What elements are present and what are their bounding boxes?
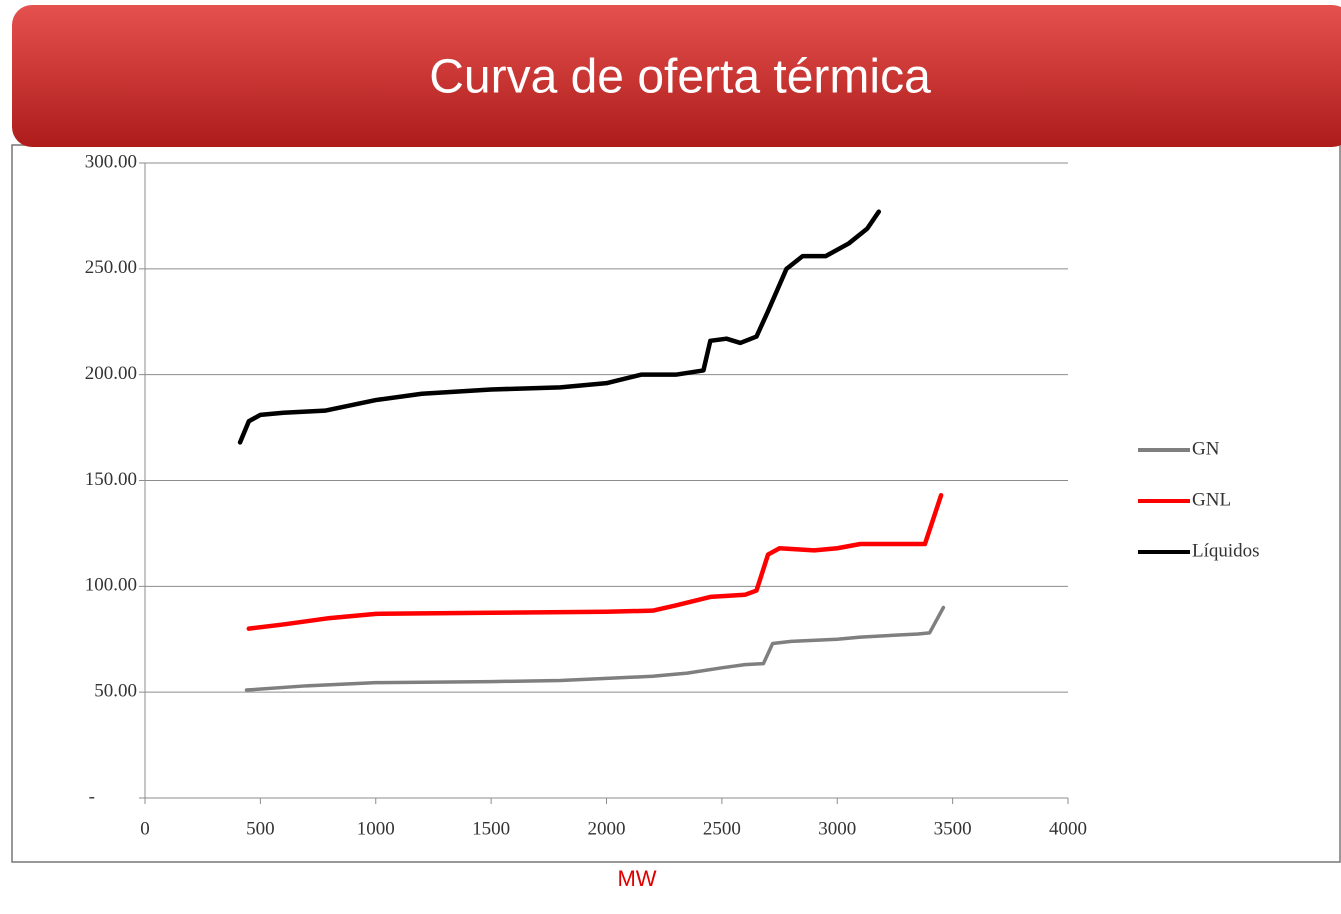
legend-label: GN: [1192, 438, 1220, 459]
y-tick-label: 200.00: [85, 363, 137, 384]
y-tick-label: -: [89, 786, 95, 807]
y-tick-label: 250.00: [85, 257, 137, 278]
x-tick-label: 500: [246, 818, 275, 839]
chart-title: Curva de oferta térmica: [429, 51, 931, 104]
series-line: [246, 493, 944, 631]
x-tick-label: 4000: [1049, 818, 1087, 839]
x-tick-label: 1000: [357, 818, 395, 839]
series-line: [237, 209, 882, 445]
series-line: [244, 605, 946, 692]
x-tick-label: 1500: [472, 818, 510, 839]
legend-label: GNL: [1192, 489, 1231, 510]
title-banner: [12, 5, 1341, 147]
y-tick-label: 50.00: [94, 681, 137, 702]
y-tick-label: 150.00: [85, 469, 137, 490]
x-axis-label: MW: [617, 866, 656, 891]
x-tick-label: 2500: [703, 818, 741, 839]
chart-frame: [11, 144, 1341, 863]
x-tick-label: 2000: [588, 818, 626, 839]
y-tick-label: 300.00: [85, 151, 137, 172]
x-tick-label: 0: [140, 818, 150, 839]
x-tick-label: 3000: [818, 818, 856, 839]
legend-label: Líquidos: [1192, 540, 1260, 561]
y-tick-label: 100.00: [85, 575, 137, 596]
x-tick-label: 3500: [934, 818, 972, 839]
